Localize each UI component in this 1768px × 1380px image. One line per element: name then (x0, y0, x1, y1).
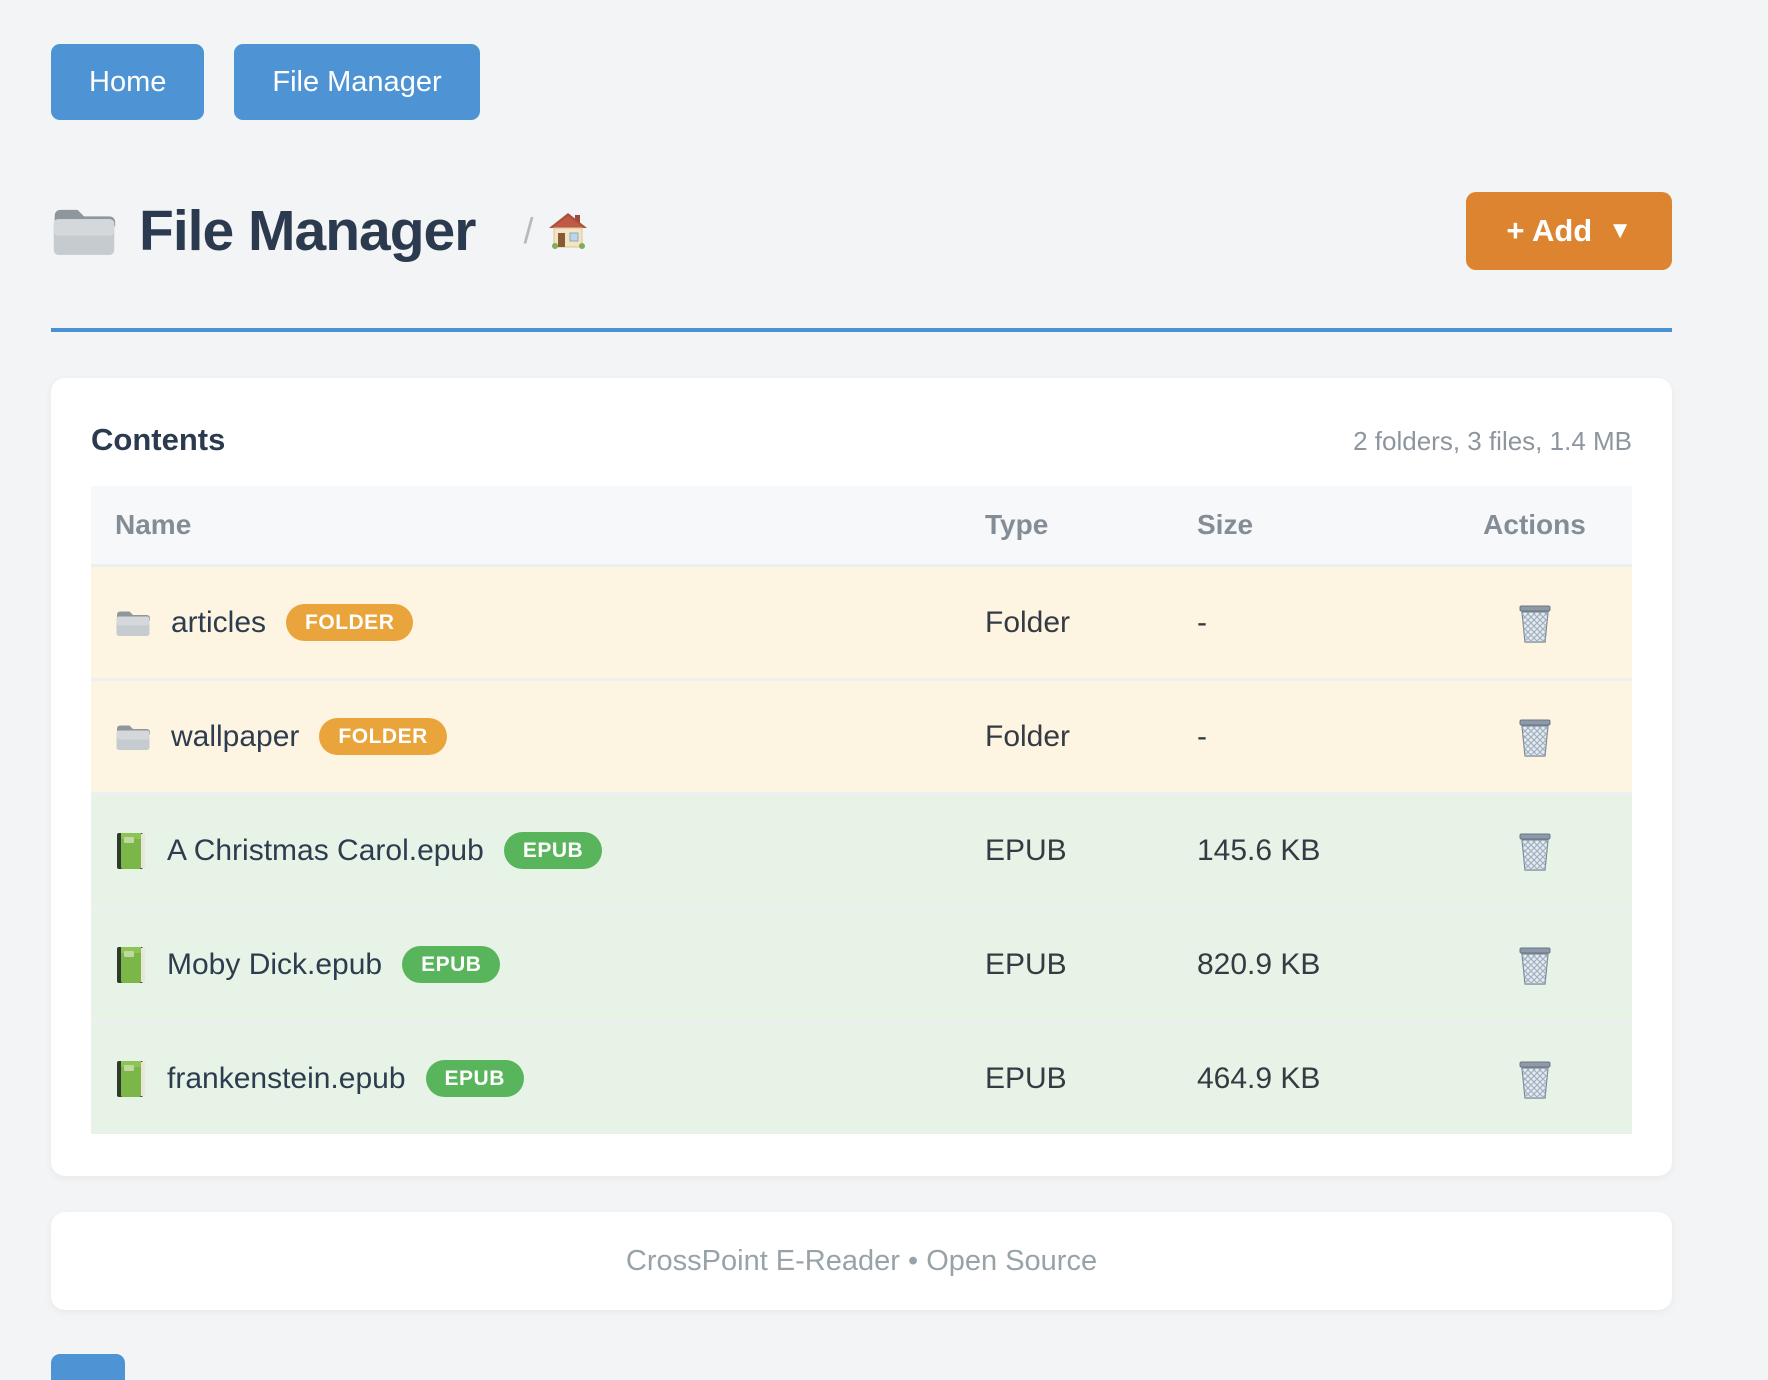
file-name[interactable]: Moby Dick.epub (167, 947, 383, 981)
contents-summary: 2 folders, 3 files, 1.4 MB (1353, 426, 1632, 456)
footer: CrossPoint E-Reader • Open Source (51, 1212, 1672, 1310)
trash-icon (1516, 830, 1554, 872)
actions-cell (1437, 830, 1632, 872)
file-name[interactable]: articles (171, 605, 267, 639)
file-manager-button[interactable]: File Manager (234, 44, 480, 120)
column-header-name: Name (115, 509, 192, 540)
table-row[interactable]: A Christmas Carol.epub EPUB EPUB 145.6 K… (91, 792, 1632, 906)
type-cell: Folder (985, 605, 1071, 639)
folder-icon (115, 722, 151, 752)
trash-icon (1516, 944, 1554, 986)
delete-button[interactable] (1516, 944, 1554, 986)
table-header-row: Name Type Size Actions (91, 486, 1632, 564)
name-cell: frankenstein.epub EPUB (91, 1060, 945, 1098)
contents-title: Contents (91, 422, 226, 457)
contents-card: Contents 2 folders, 3 files, 1.4 MB Name… (51, 378, 1672, 1176)
column-header-actions: Actions (1483, 509, 1586, 540)
add-button-label: + Add (1506, 213, 1593, 248)
actions-cell (1437, 602, 1632, 644)
page-title-text: File Manager (139, 199, 476, 263)
green-book-icon (115, 832, 147, 870)
footer-text: CrossPoint E-Reader • Open Source (625, 1244, 1098, 1277)
trash-icon (1516, 602, 1554, 644)
type-cell: EPUB (985, 947, 1067, 981)
type-badge: EPUB (503, 832, 603, 869)
home-button[interactable]: Home (51, 44, 205, 120)
partial-button-bottom[interactable] (51, 1354, 125, 1380)
type-cell: Folder (985, 719, 1071, 753)
breadcrumb: / (523, 210, 589, 252)
file-name[interactable]: A Christmas Carol.epub (167, 833, 484, 867)
type-badge: EPUB (402, 946, 501, 983)
type-badge: EPUB (425, 1060, 524, 1097)
page-title: File Manager / (51, 198, 589, 264)
type-badge: FOLDER (319, 718, 447, 755)
type-badge: FOLDER (286, 604, 414, 641)
column-header-type: Type (985, 509, 1049, 540)
file-name[interactable]: wallpaper (171, 719, 300, 753)
size-cell: - (1197, 719, 1207, 753)
delete-button[interactable] (1516, 602, 1554, 644)
type-cell: EPUB (985, 833, 1067, 867)
delete-button[interactable] (1516, 830, 1554, 872)
breadcrumb-separator: / (523, 210, 534, 251)
green-book-icon (115, 1060, 147, 1098)
delete-button[interactable] (1516, 716, 1554, 758)
name-cell: wallpaper FOLDER (91, 718, 945, 755)
table-row[interactable]: wallpaper FOLDER Folder - (91, 678, 1632, 792)
folder-icon (51, 203, 117, 259)
table-body: articles FOLDER Folder - (91, 564, 1632, 1134)
size-cell: 464.9 KB (1197, 1061, 1321, 1095)
size-cell: 145.6 KB (1197, 833, 1321, 867)
actions-cell (1437, 716, 1632, 758)
table-row[interactable]: Moby Dick.epub EPUB EPUB 820.9 KB (91, 906, 1632, 1020)
table-row[interactable]: frankenstein.epub EPUB EPUB 464.9 KB (91, 1020, 1632, 1134)
file-table: Name Type Size Actions (91, 486, 1632, 1134)
green-book-icon (115, 946, 147, 984)
contents-header: Contents 2 folders, 3 files, 1.4 MB (91, 422, 1632, 458)
top-navigation: Home File Manager (51, 44, 480, 120)
actions-cell (1437, 1058, 1632, 1100)
name-cell: Moby Dick.epub EPUB (91, 946, 945, 984)
add-button[interactable]: + Add ▼ (1466, 192, 1672, 270)
table-row[interactable]: articles FOLDER Folder - (91, 564, 1632, 678)
title-divider (51, 328, 1672, 332)
home-icon[interactable] (547, 211, 589, 251)
folder-icon (115, 608, 151, 638)
name-cell: A Christmas Carol.epub EPUB (91, 832, 945, 870)
chevron-down-icon: ▼ (1608, 217, 1632, 244)
trash-icon (1516, 1058, 1554, 1100)
actions-cell (1437, 944, 1632, 986)
name-cell: articles FOLDER (91, 604, 945, 641)
trash-icon (1516, 716, 1554, 758)
file-name[interactable]: frankenstein.epub (167, 1061, 406, 1095)
size-cell: 820.9 KB (1197, 947, 1321, 981)
column-header-size: Size (1197, 509, 1254, 540)
size-cell: - (1197, 605, 1207, 639)
delete-button[interactable] (1516, 1058, 1554, 1100)
type-cell: EPUB (985, 1061, 1067, 1095)
page-header: File Manager / + A (51, 192, 1672, 270)
